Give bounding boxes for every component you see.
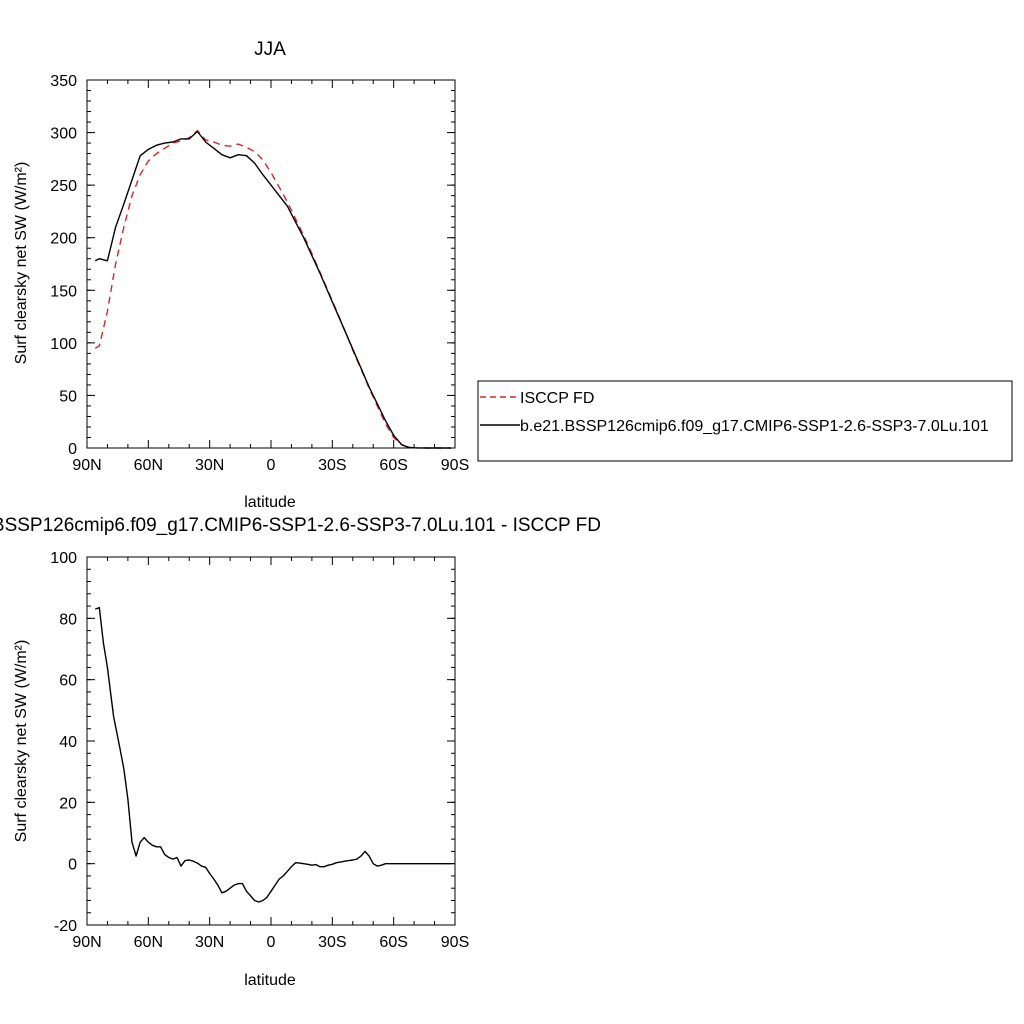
y-tick-label: 350 — [50, 73, 77, 90]
x-axis-label: latitude — [244, 972, 296, 989]
plot-frame — [86, 79, 456, 449]
difference-chart-title: b.e21.BSSP126cmip6.f09_g17.CMIP6-SSP1-2.… — [0, 515, 601, 536]
plot-frame — [86, 556, 456, 926]
x-tick-label: 30N — [195, 934, 224, 951]
top-plot-area: 90N 60N 30N 0 30S 60S 90S 0 50 100 150 200 250 300 350 — [50, 73, 469, 474]
bottom-chart-panel: b.e21.BSSP126cmip6.f09_g17.CMIP6-SSP1-2.… — [0, 515, 601, 989]
x-tick-label: 60S — [379, 934, 407, 951]
x-tick-label: 90N — [72, 934, 101, 951]
x-tick-label: 60N — [134, 934, 163, 951]
y-axis-label: Surf clearsky net SW (W/m²) — [13, 162, 30, 365]
x-axis-label: latitude — [244, 494, 296, 511]
top-chart-panel: JJA 90N 60N 30N 0 30S 60S 90S 0 50 100 150 200 250 30… — [13, 39, 469, 511]
y-tick-label: 100 — [50, 550, 77, 567]
x-tick-label: 90S — [441, 457, 469, 474]
legend-box — [477, 380, 1013, 462]
x-tick-label: 60N — [134, 457, 163, 474]
series-line-1 — [94, 130, 451, 449]
x-tick-label: 60S — [379, 457, 407, 474]
x-tick-label: 30N — [195, 457, 224, 474]
y-tick-label: 250 — [50, 178, 77, 195]
x-tick-label: 0 — [267, 457, 276, 474]
y-tick-label: 0 — [68, 857, 77, 874]
y-axis-label: Surf clearsky net SW (W/m²) — [13, 640, 30, 843]
y-tick-label: 150 — [50, 283, 77, 300]
legend-label-isccp: ISCCP FD — [520, 390, 594, 407]
series-line-0 — [94, 129, 451, 449]
x-tick-label: 90S — [441, 934, 469, 951]
bottom-plot-area: 90N 60N 30N 0 30S 60S 90S -20 0 20 40 60 80 100 — [50, 550, 469, 951]
y-tick-label: 0 — [68, 441, 77, 458]
y-tick-label: 80 — [59, 611, 77, 628]
x-tick-label: 90N — [72, 457, 101, 474]
x-tick-label: 30S — [318, 934, 346, 951]
y-tick-label: 40 — [59, 734, 77, 751]
y-tick-label: -20 — [54, 918, 77, 935]
series-line-0 — [94, 606, 451, 903]
chart-title: JJA — [254, 39, 286, 60]
y-tick-label: 50 — [59, 388, 77, 405]
x-tick-label: 0 — [267, 934, 276, 951]
y-tick-label: 100 — [50, 336, 77, 353]
legend-label-model: b.e21.BSSP126cmip6.f09_g17.CMIP6-SSP1-2.… — [520, 418, 989, 435]
legend: ISCCP FD b.e21.BSSP126cmip6.f09_g17.CMIP… — [477, 380, 1013, 462]
y-tick-label: 20 — [59, 795, 77, 812]
x-tick-label: 30S — [318, 457, 346, 474]
y-tick-label: 200 — [50, 231, 77, 248]
y-tick-label: 300 — [50, 126, 77, 143]
y-tick-label: 60 — [59, 673, 77, 690]
